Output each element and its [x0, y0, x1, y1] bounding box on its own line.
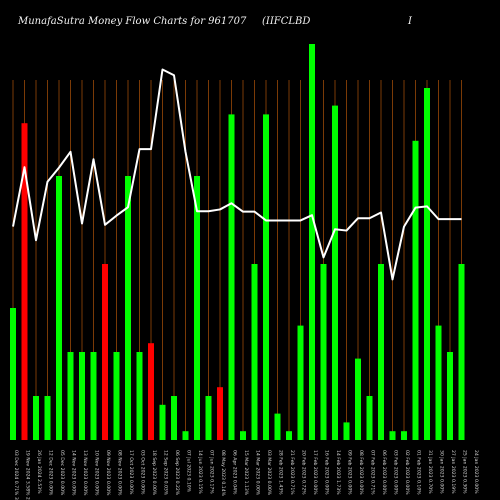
x-tick-label: 31 Jan 2023 0.70%: [427, 450, 433, 494]
x-tick-label: 08 Feb 2023 0.00%: [358, 450, 364, 495]
bar: [401, 431, 407, 440]
chart-title: MunafaSutra Money Flow Charts for 961707: [18, 16, 247, 27]
bar: [113, 352, 120, 440]
bar: [194, 176, 200, 440]
x-tick-label: 07 Feb 2023 0.71%: [370, 450, 376, 495]
x-tick-label: 03 Oct 2023 0.00%: [140, 450, 146, 495]
bar: [136, 352, 143, 440]
bar: [458, 264, 465, 440]
bar: [125, 176, 131, 440]
x-tick-label: 26 Jan 2024 2.53%: [36, 450, 42, 494]
money-flow-line-path: [12, 68, 462, 281]
bar: [44, 396, 51, 440]
bar: [343, 422, 350, 440]
x-tick-label: 12 Dec 2023 0.00%: [48, 450, 54, 496]
x-tick-label: 21 Feb 2023 0.71%: [289, 450, 295, 495]
x-tick-label: 27 Jan 2023 0.19%: [450, 450, 456, 494]
x-tick-label: 01 Feb 2023 0.10%: [416, 450, 422, 495]
x-tick-label: 02 Feb 2023 0.00%: [404, 450, 410, 495]
x-tick-label: 13 Nov 2023 0.00%: [82, 450, 88, 496]
x-tick-label: 16 Feb 2023 0.00%: [324, 450, 330, 495]
x-tick-label: 08 Nov 2023 0.00%: [117, 450, 123, 496]
chart-symbol: (IIFCLBD: [262, 16, 311, 27]
x-tick-label: 07 Jun 2023 0.17%: [209, 450, 215, 494]
x-tick-label: 24 Jan 2023 0.00%: [473, 450, 479, 494]
bar: [217, 387, 223, 440]
bar: [389, 431, 396, 440]
bar: [366, 396, 373, 440]
bar: [21, 123, 28, 440]
x-tick-label: 06 Apr 2023 0.04%: [232, 450, 238, 495]
x-tick-label: 17 Oct 2023 0.00%: [128, 450, 134, 495]
chart-title-extra: I: [408, 16, 412, 27]
money-flow-line: [12, 68, 462, 281]
bar: [79, 352, 85, 440]
bar: [263, 114, 269, 441]
bar: [148, 343, 154, 440]
bar: [10, 308, 16, 440]
bar: [56, 176, 62, 440]
x-tick-label: 15 Mar 2023 1.13%: [243, 450, 249, 496]
x-tick-label: 14 Nov 2023 0.00%: [71, 450, 77, 496]
bar: [171, 396, 177, 440]
bar: [297, 325, 304, 440]
x-tick-label: 19 Nov 2024 3.58% 2.85%: [25, 450, 31, 500]
x-tick-label: 05 Dec 2023 0.00%: [59, 450, 65, 496]
bar: [102, 264, 108, 440]
bar: [182, 431, 189, 440]
x-tick-labels: 03 Dec 2024 0.71% 3.35% 19 Nov 2024 3.58%…: [13, 450, 479, 500]
bar: [67, 352, 74, 440]
x-tick-label: 14 Jun 2023 0.15%: [197, 450, 203, 494]
bar: [90, 352, 97, 440]
x-tick-label: 06 Sep 2023 0.22%: [174, 450, 180, 496]
x-tick-label: 12 Sep 2023 0.03%: [163, 450, 169, 496]
bar: [412, 140, 419, 441]
x-tick-label: 09 Nov 2023 0.00%: [105, 450, 111, 496]
bar: [447, 352, 453, 440]
bar: [205, 396, 212, 440]
bar: [251, 264, 258, 440]
x-tick-label: 30 Jan 2023 0.00%: [439, 450, 445, 494]
bars: [10, 44, 465, 441]
bar: [332, 105, 338, 440]
bar: [378, 264, 384, 440]
x-tick-label: 10 Nov 2023 0.00%: [94, 450, 100, 496]
x-tick-label: 03 Dec 2024 0.71% 3.35%: [13, 450, 19, 500]
x-tick-label: 28 Feb 2023 1.43%: [278, 450, 284, 495]
x-tick-label: 17 Feb 2023 0.00%: [312, 450, 318, 495]
bar: [424, 88, 430, 440]
bar: [240, 431, 246, 440]
x-tick-label: 18 Sep 2023 0.00%: [151, 450, 157, 496]
bar: [435, 325, 442, 440]
x-tick-label: 03 Mar 2023 0.00%: [266, 450, 272, 496]
bar: [274, 413, 281, 440]
x-tick-label: 07 Jul 2023 0.10%: [186, 450, 192, 493]
bar: [320, 264, 327, 440]
x-tick-label: 06 Feb 2023 0.00%: [381, 450, 387, 495]
x-tick-label: 03 Feb 2023 0.00%: [393, 450, 399, 495]
x-tick-label: 08 May 2023 0.14%: [220, 450, 226, 497]
bar: [159, 404, 166, 440]
x-tick-label: 09 Feb 2023 0.00%: [347, 450, 353, 495]
bar: [355, 358, 361, 440]
bar: [33, 396, 39, 440]
x-tick-label: 14 Feb 2023 1.73%: [335, 450, 341, 495]
bar: [309, 44, 315, 440]
x-tick-label: 25 Jan 2023 0.30%: [462, 450, 468, 494]
bar: [286, 431, 292, 440]
x-tick-label: 20 Feb 2023 0.72%: [301, 450, 307, 495]
x-tick-label: 14 Mar 2023 0.00%: [255, 450, 261, 496]
bar: [228, 114, 235, 441]
